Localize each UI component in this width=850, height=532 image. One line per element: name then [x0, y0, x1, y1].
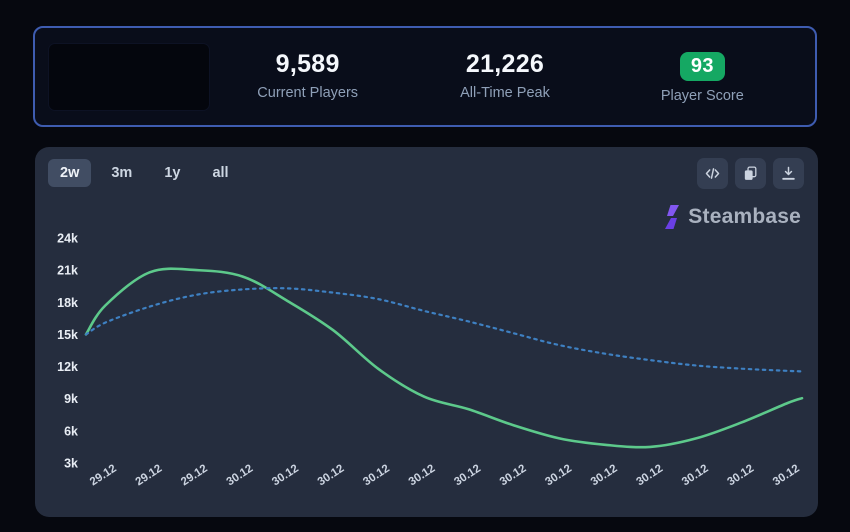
svg-text:30.12: 30.12 [407, 463, 438, 489]
chart-actions [697, 157, 804, 189]
alltime-peak-value: 21,226 [465, 49, 545, 78]
svg-text:30.12: 30.12 [589, 463, 620, 489]
svg-text:30.12: 30.12 [680, 463, 711, 489]
series-players-green-solid [84, 267, 804, 449]
brand-name: Steambase [688, 205, 801, 228]
stats-card: 9,589 Current Players 21,226 All-Time Pe… [33, 26, 817, 127]
current-players-label: Current Players [257, 85, 359, 102]
stat-current-players: 9,589 Current Players [209, 50, 406, 104]
chart-panel: 2w 3m 1y all [35, 147, 818, 517]
svg-text:12k: 12k [57, 360, 78, 374]
range-button-3m[interactable]: 3m [99, 159, 144, 187]
svg-text:30.12: 30.12 [725, 463, 756, 489]
player-score-badge: 93 [679, 51, 725, 81]
svg-text:30.12: 30.12 [225, 463, 256, 489]
svg-text:30.12: 30.12 [361, 463, 392, 489]
alltime-peak-label: All-Time Peak [460, 85, 550, 102]
svg-text:30.12: 30.12 [316, 463, 347, 489]
steambase-logo-icon [665, 205, 680, 229]
svg-text:29.12: 29.12 [179, 463, 210, 489]
time-range-group: 2w 3m 1y all [48, 159, 241, 187]
stat-player-score: 93 Player Score [604, 50, 801, 104]
copy-icon [744, 165, 757, 180]
svg-text:30.12: 30.12 [634, 463, 665, 489]
current-players-value: 9,589 [275, 49, 340, 78]
svg-text:15k: 15k [57, 328, 78, 342]
chart-toolbar: 2w 3m 1y all [48, 157, 804, 189]
svg-text:30.12: 30.12 [771, 463, 802, 489]
steambase-brand-link[interactable]: Steambase [662, 204, 801, 230]
svg-text:3k: 3k [64, 457, 78, 471]
stat-alltime-peak: 21,226 All-Time Peak [406, 50, 603, 104]
embed-code-button[interactable] [697, 157, 728, 189]
stats-row: 9,589 Current Players 21,226 All-Time Pe… [209, 50, 801, 104]
player-score-label: Player Score [660, 87, 744, 104]
svg-text:18k: 18k [57, 296, 78, 310]
download-icon [782, 166, 795, 180]
svg-text:24k: 24k [57, 232, 78, 246]
svg-text:21k: 21k [57, 264, 78, 278]
code-embed-icon [705, 167, 720, 179]
svg-text:29.12: 29.12 [88, 463, 119, 489]
range-button-1y[interactable]: 1y [152, 159, 192, 187]
range-button-all[interactable]: all [200, 159, 240, 187]
svg-text:9k: 9k [64, 392, 78, 406]
download-button[interactable] [773, 157, 804, 189]
svg-text:30.12: 30.12 [498, 463, 529, 489]
svg-text:30.12: 30.12 [452, 463, 483, 489]
svg-text:6k: 6k [64, 424, 78, 438]
svg-text:29.12: 29.12 [134, 463, 165, 489]
player-count-chart[interactable]: 24k 21k 18k 15k 12k 9k 6k 3k 29.12 29.12 29.12 30.1… [35, 189, 818, 517]
game-capsule-image [49, 43, 209, 110]
svg-text:30.12: 30.12 [270, 463, 301, 489]
series-trend-blue-dotted [84, 287, 804, 373]
svg-text:30.12: 30.12 [543, 463, 574, 489]
range-button-2w[interactable]: 2w [48, 159, 92, 187]
copy-button[interactable] [735, 157, 766, 189]
